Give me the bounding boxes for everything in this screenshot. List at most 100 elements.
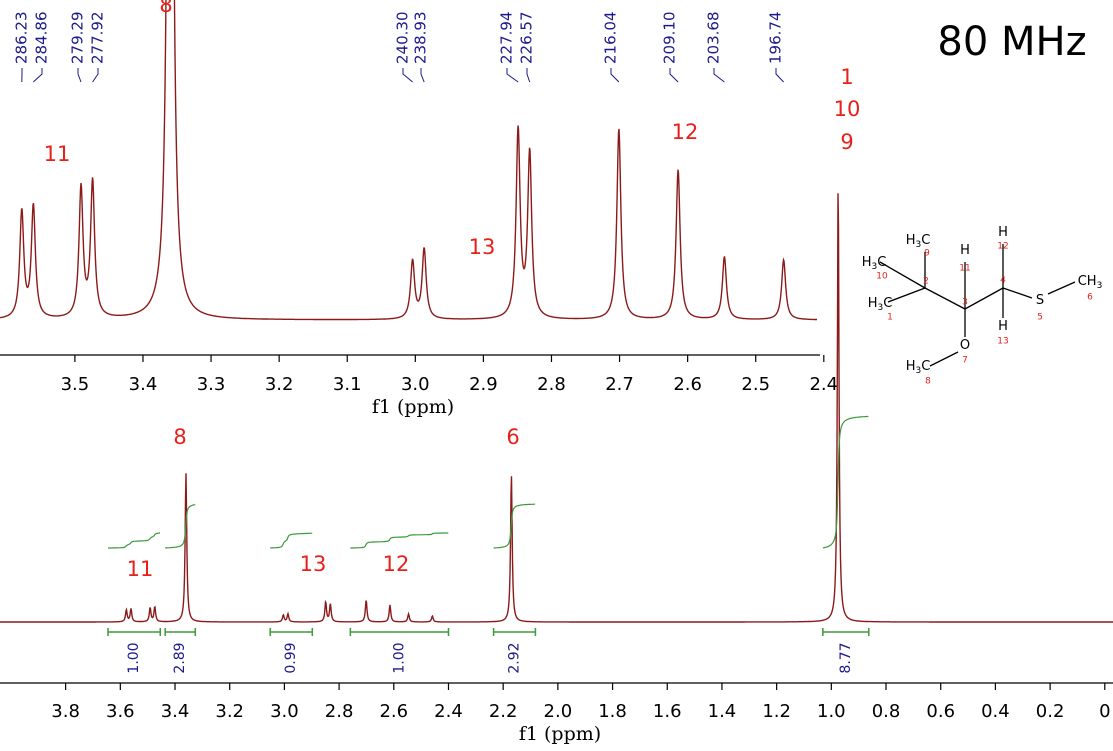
x-tick-label: 2.4 bbox=[809, 374, 838, 395]
subscript: 3 bbox=[915, 366, 921, 376]
peak-label: 209.10 bbox=[661, 12, 679, 65]
peak-label: 196.74 bbox=[767, 12, 785, 65]
integral-label: 1.00 bbox=[391, 642, 407, 673]
peak-leader bbox=[775, 68, 785, 83]
integral-label: 8.77 bbox=[838, 642, 854, 673]
x-tick-label: 0 bbox=[1099, 701, 1110, 722]
x-tick-label: 1.6 bbox=[653, 701, 682, 722]
subscript: 3 bbox=[871, 262, 877, 272]
integral-curve bbox=[822, 415, 869, 549]
assignment-label: 11 bbox=[44, 142, 71, 166]
x-tick-label: 3.3 bbox=[197, 374, 226, 395]
assignment-label: 12 bbox=[383, 552, 410, 576]
integral-bracket bbox=[269, 628, 314, 636]
assignment-label: 12 bbox=[672, 120, 699, 144]
atom-symbol: H bbox=[960, 243, 970, 258]
bond bbox=[1047, 281, 1076, 295]
integral-label: 2.89 bbox=[172, 642, 188, 673]
x-tick-label: 3.0 bbox=[270, 701, 299, 722]
integral-bracket bbox=[164, 628, 197, 636]
atom-number: 9 bbox=[924, 249, 930, 259]
integral-curve bbox=[165, 504, 196, 549]
integral-label: 0.99 bbox=[283, 642, 299, 673]
bond bbox=[924, 287, 966, 310]
integral-curve bbox=[270, 532, 313, 549]
assignment-label: 10 bbox=[834, 97, 861, 121]
integral-bracket bbox=[492, 628, 537, 636]
peak-leader bbox=[713, 68, 725, 83]
atom-symbol: H bbox=[998, 319, 1008, 334]
atom-symbol: O bbox=[960, 338, 970, 353]
bond bbox=[929, 351, 959, 367]
peak-leader bbox=[669, 68, 679, 83]
atom-number: 5 bbox=[1037, 313, 1043, 323]
x-tick-label: 0.6 bbox=[926, 701, 955, 722]
peak-label: 203.68 bbox=[705, 12, 723, 65]
x-tick-label: 3.5 bbox=[61, 374, 90, 395]
peak-leader bbox=[420, 68, 425, 83]
atom-label: H3C bbox=[906, 233, 931, 250]
atom-label: H3C bbox=[906, 359, 931, 376]
x-tick-label: 2.6 bbox=[379, 701, 408, 722]
bond bbox=[879, 261, 926, 289]
assignment-label: 8 bbox=[159, 0, 172, 17]
atom-number: 10 bbox=[876, 272, 888, 282]
atom-number: 4 bbox=[1000, 276, 1006, 286]
integral-label: 2.92 bbox=[507, 642, 523, 673]
atom-label: H bbox=[998, 319, 1008, 334]
atom-label: S bbox=[1036, 293, 1044, 308]
atom-symbol: C bbox=[877, 255, 886, 270]
atom-label: H bbox=[998, 225, 1008, 240]
atom-symbol: C bbox=[1078, 274, 1087, 289]
peak-leader bbox=[506, 68, 519, 83]
atom-number: 8 bbox=[925, 377, 931, 387]
x-tick-label: 1.4 bbox=[708, 701, 737, 722]
peak-label: 277.92 bbox=[89, 12, 107, 65]
assignment-label: 8 bbox=[173, 425, 186, 449]
integral-bracket bbox=[822, 628, 870, 636]
x-axis-label: f1 (ppm) bbox=[372, 396, 454, 418]
molecule bbox=[879, 244, 1076, 367]
integral-bracket bbox=[107, 628, 161, 636]
peak-leader bbox=[526, 68, 531, 83]
atom-symbol: C bbox=[921, 359, 930, 374]
peak-label: 227.94 bbox=[498, 12, 516, 65]
x-tick-label: 3.4 bbox=[161, 701, 190, 722]
atom-number: 6 bbox=[1087, 293, 1093, 303]
atom-symbol: S bbox=[1036, 293, 1044, 308]
assignment-label: 6 bbox=[506, 425, 519, 449]
x-tick-label: 2.9 bbox=[469, 374, 498, 395]
x-tick-label: 3.6 bbox=[106, 701, 135, 722]
atom-symbol: H bbox=[862, 255, 872, 270]
spectrum bbox=[0, 193, 1113, 623]
x-tick-label: 3.4 bbox=[129, 374, 158, 395]
bond bbox=[1002, 287, 1033, 299]
integral-curve bbox=[108, 532, 160, 549]
x-tick-label: 3.2 bbox=[215, 701, 244, 722]
atom-number: 3 bbox=[962, 298, 968, 308]
atom-number: 1 bbox=[887, 313, 893, 323]
x-tick-label: 3.0 bbox=[401, 374, 430, 395]
atom-number: 13 bbox=[997, 337, 1008, 347]
peak-label: 286.23 bbox=[13, 12, 31, 65]
peak-label: 216.04 bbox=[602, 12, 620, 65]
x-tick-label: 2.8 bbox=[537, 374, 566, 395]
atom-label: H3C bbox=[868, 296, 893, 313]
x-tick-label: 2.6 bbox=[673, 374, 702, 395]
x-tick-label: 0.2 bbox=[1036, 701, 1065, 722]
peak-leader bbox=[33, 68, 43, 83]
bond bbox=[887, 287, 926, 303]
peak-label: 240.30 bbox=[394, 12, 412, 65]
atom-number: 2 bbox=[923, 277, 929, 287]
x-tick-label: 0.4 bbox=[981, 701, 1010, 722]
atom-number: 11 bbox=[959, 264, 970, 274]
atom-label: O bbox=[960, 338, 970, 353]
atom-symbol: C bbox=[883, 296, 892, 311]
x-axis-label: f1 (ppm) bbox=[519, 723, 601, 745]
peak-label: 226.57 bbox=[518, 12, 536, 65]
integral-curve bbox=[350, 532, 449, 549]
atom-symbol: H bbox=[868, 296, 878, 311]
integral-curve bbox=[493, 503, 536, 549]
assignment-label: 1 bbox=[840, 65, 853, 89]
atom-label: H bbox=[960, 243, 970, 258]
